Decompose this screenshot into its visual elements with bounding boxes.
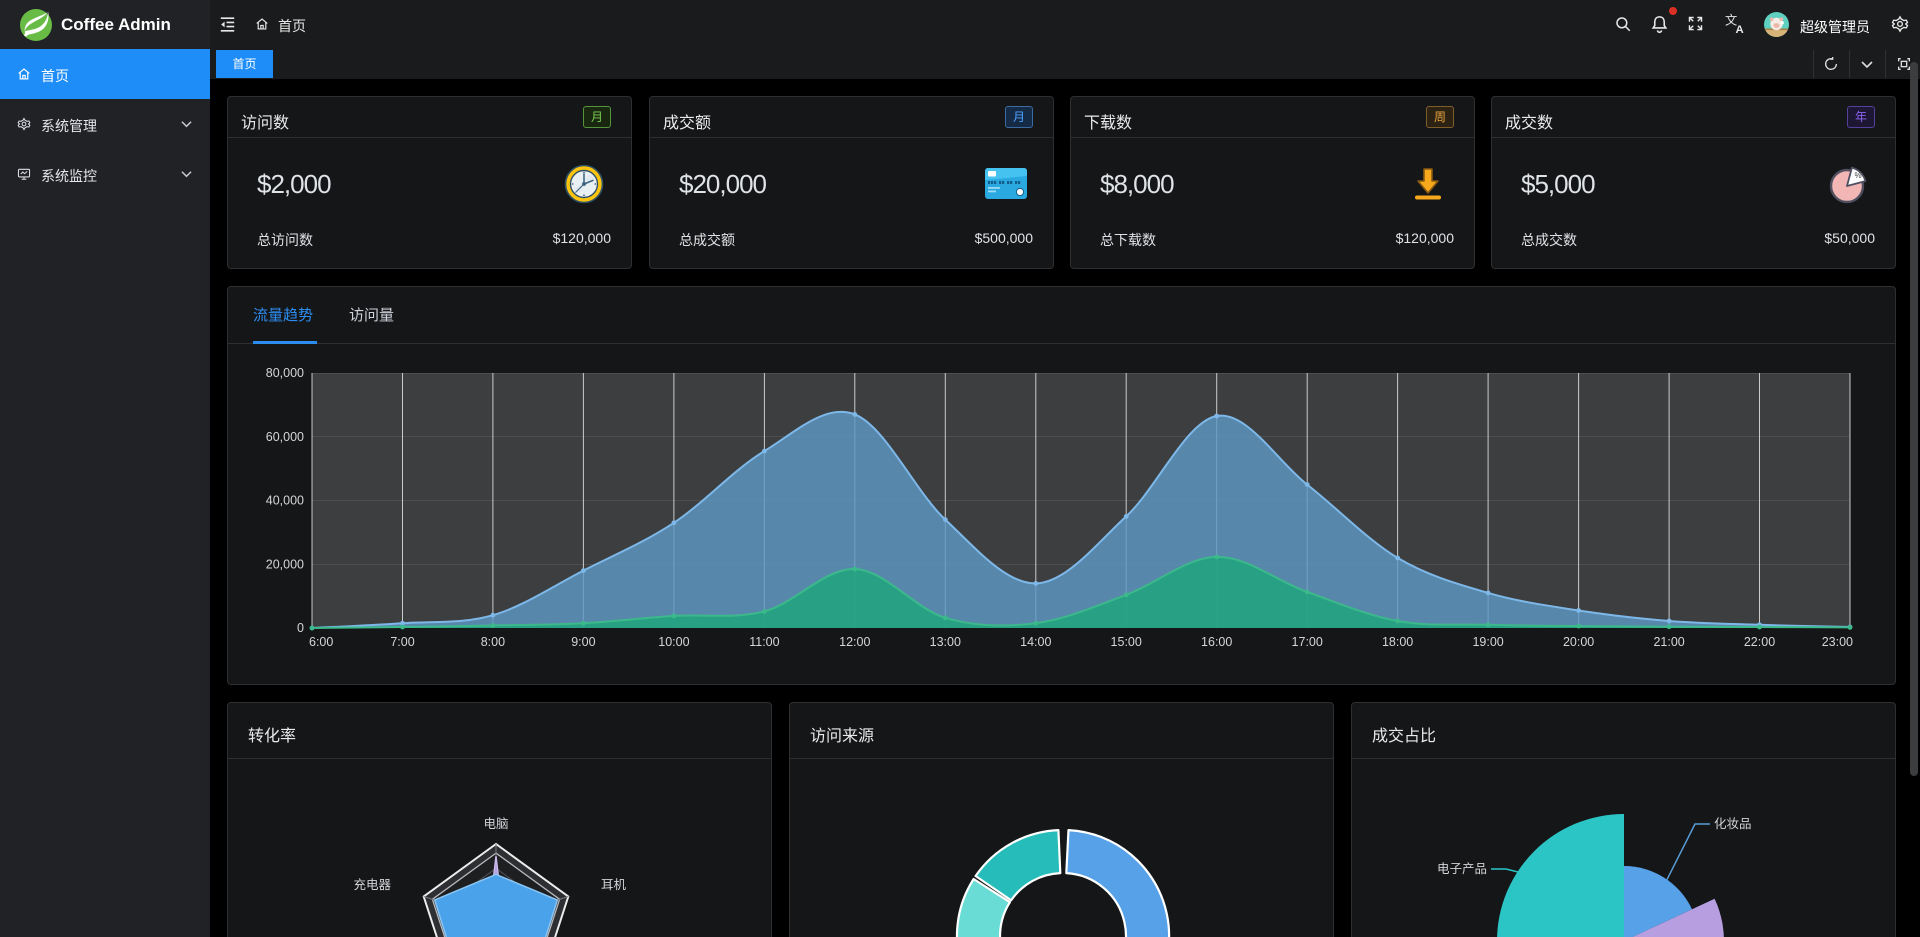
svg-text:文: 文: [1725, 13, 1737, 27]
svg-text:7:00: 7:00: [390, 635, 414, 649]
svg-text:20,000: 20,000: [266, 558, 304, 572]
svg-text:16:00: 16:00: [1201, 635, 1232, 649]
svg-text:%: %: [1855, 171, 1862, 180]
svg-text:18:00: 18:00: [1382, 635, 1413, 649]
svg-text:60,000: 60,000: [266, 430, 304, 444]
svg-text:20:00: 20:00: [1563, 635, 1594, 649]
svg-text:14:00: 14:00: [1020, 635, 1051, 649]
svg-text:40,000: 40,000: [266, 494, 304, 508]
svg-text:13:00: 13:00: [930, 635, 961, 649]
svg-text:19:00: 19:00: [1472, 635, 1503, 649]
svg-text:10:00: 10:00: [658, 635, 689, 649]
svg-text:化妆品: 化妆品: [1714, 817, 1752, 831]
svg-text:A: A: [1736, 24, 1744, 34]
svg-text:耳机: 耳机: [601, 878, 627, 892]
svg-text:11:00: 11:00: [749, 635, 779, 649]
svg-text:17:00: 17:00: [1292, 635, 1323, 649]
svg-text:12:00: 12:00: [839, 635, 870, 649]
svg-text:电子产品: 电子产品: [1437, 862, 1487, 876]
svg-text:21:00: 21:00: [1653, 635, 1684, 649]
svg-text:15:00: 15:00: [1111, 635, 1142, 649]
svg-text:23:00: 23:00: [1822, 635, 1853, 649]
svg-text:充电器: 充电器: [353, 877, 391, 892]
svg-text:0: 0: [297, 621, 304, 635]
svg-text:电脑: 电脑: [483, 817, 508, 831]
svg-text:6:00: 6:00: [309, 635, 333, 649]
svg-text:9:00: 9:00: [571, 635, 595, 649]
svg-text:80,000: 80,000: [266, 366, 304, 380]
svg-text:22:00: 22:00: [1744, 635, 1775, 649]
svg-text:8:00: 8:00: [481, 635, 505, 649]
